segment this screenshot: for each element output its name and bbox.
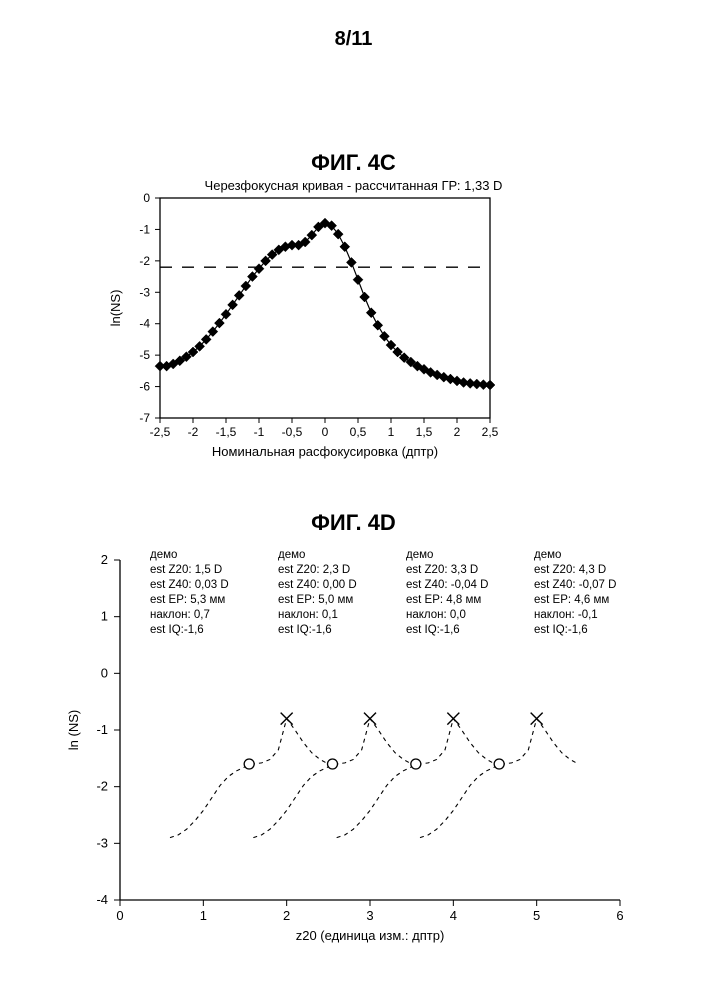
svg-text:1: 1	[101, 609, 108, 624]
chart-4d: 0 1 2 3 4 5 6 -4 -3 -2 -1 0 1 2 z20 (единица изм.: дпт…	[0, 0, 707, 1000]
svg-text:est IQ:-1,6: est IQ:-1,6	[150, 624, 204, 636]
svg-text:est IQ:-1,6: est IQ:-1,6	[406, 624, 460, 636]
svg-text:est EP: 4,6 мм: est EP: 4,6 мм	[534, 594, 609, 606]
svg-text:1: 1	[200, 908, 207, 923]
svg-text:-2: -2	[96, 779, 108, 794]
svg-text:наклон: 0,0: наклон: 0,0	[406, 609, 466, 621]
svg-text:-1: -1	[96, 722, 108, 737]
svg-text:3: 3	[366, 908, 373, 923]
svg-text:6: 6	[616, 908, 623, 923]
svg-text:наклон: 0,7: наклон: 0,7	[150, 609, 210, 621]
svg-text:демо: демо	[406, 549, 433, 561]
svg-text:0: 0	[101, 665, 108, 680]
svg-text:наклон: 0,1: наклон: 0,1	[278, 609, 338, 621]
svg-text:est Z20: 4,3 D: est Z20: 4,3 D	[534, 564, 606, 576]
svg-text:демо: демо	[534, 549, 561, 561]
svg-text:est IQ:-1,6: est IQ:-1,6	[534, 624, 588, 636]
svg-text:est Z20: 3,3 D: est Z20: 3,3 D	[406, 564, 478, 576]
svg-text:est Z20: 2,3 D: est Z20: 2,3 D	[278, 564, 350, 576]
svg-text:наклон: -0,1: наклон: -0,1	[534, 609, 598, 621]
svg-text:демо: демо	[278, 549, 305, 561]
svg-text:-4: -4	[96, 892, 108, 907]
svg-text:est Z40: -0,07 D: est Z40: -0,07 D	[534, 579, 616, 591]
svg-text:0: 0	[116, 908, 123, 923]
svg-text:2: 2	[283, 908, 290, 923]
svg-text:est IQ:-1,6: est IQ:-1,6	[278, 624, 332, 636]
svg-text:est Z40: 0,00 D: est Z40: 0,00 D	[278, 579, 357, 591]
svg-text:est EP: 5,3 мм: est EP: 5,3 мм	[150, 594, 225, 606]
svg-text:-3: -3	[96, 835, 108, 850]
svg-text:est EP: 5,0 мм: est EP: 5,0 мм	[278, 594, 353, 606]
svg-text:est EP: 4,8 мм: est EP: 4,8 мм	[406, 594, 481, 606]
svg-text:est Z40: 0,03 D: est Z40: 0,03 D	[150, 579, 229, 591]
svg-text:5: 5	[533, 908, 540, 923]
svg-text:est Z40: -0,04 D: est Z40: -0,04 D	[406, 579, 488, 591]
svg-text:est Z20: 1,5 D: est Z20: 1,5 D	[150, 564, 222, 576]
svg-text:демо: демо	[150, 549, 177, 561]
svg-text:4: 4	[450, 908, 457, 923]
svg-text:2: 2	[101, 552, 108, 567]
svg-text:ln (NS): ln (NS)	[66, 710, 81, 750]
svg-text:z20 (единица изм.: дптр): z20 (единица изм.: дптр)	[296, 928, 445, 943]
page-container: 8/11 ФИГ. 4C Черезфокусная кривая - расс…	[0, 0, 707, 1000]
